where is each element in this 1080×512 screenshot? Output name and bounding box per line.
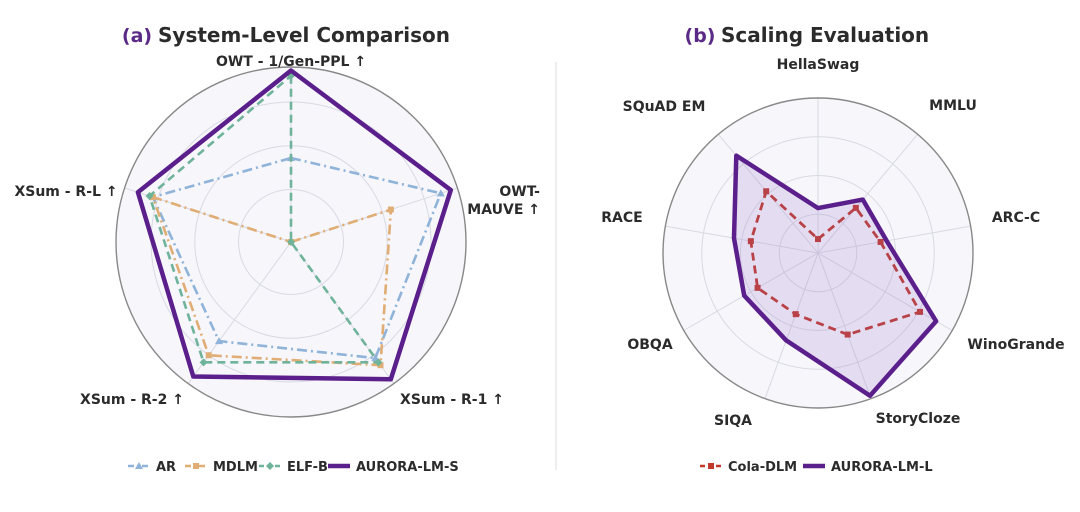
axis-label: XSum - R-1 ↑: [400, 392, 504, 408]
axis-label: XSum - R-L ↑: [14, 184, 117, 200]
axis-label: WinoGrande: [967, 337, 1064, 353]
axis-label: OWT-: [499, 184, 540, 200]
grid-spoke: [187, 241, 292, 384]
series-line-ar: [151, 156, 443, 360]
radar-chart-b: (b) Scaling Evaluation HellaSwag MMLU ARC-C W…: [601, 23, 1064, 475]
data-point: [917, 308, 924, 315]
grid-spoke: [817, 225, 971, 254]
axis-label: RACE: [601, 210, 642, 226]
radar-chart-a: (a) System-Level Comparison OWT - 1/Gen-PP…: [14, 23, 540, 475]
data-point: [763, 188, 770, 195]
data-point: [205, 352, 212, 359]
axis-label: XSum - R-2 ↑: [80, 392, 184, 408]
data-point: [844, 331, 851, 338]
series-line-aurora-lm-s: [135, 68, 454, 382]
axis-label: OWT - 1/Gen-PPL ↑: [216, 54, 366, 70]
outer-ring: [115, 66, 467, 418]
data-point: [149, 194, 156, 201]
series-line-aurora-lm-l: [731, 153, 939, 398]
legend-label: MDLM: [213, 460, 258, 475]
outer-ring: [662, 97, 974, 409]
series-line-elf-b: [148, 74, 380, 364]
grid-spoke: [817, 252, 953, 331]
data-point: [145, 192, 154, 201]
series-line-cola-dlm: [749, 189, 922, 336]
data-point: [214, 337, 223, 345]
chart-title: Scaling Evaluation: [721, 23, 929, 47]
legend-marker: [266, 462, 274, 470]
grid-spoke: [665, 225, 819, 254]
axis-label: MAUVE ↑: [467, 202, 540, 218]
axis-label: ARC-C: [992, 210, 1040, 226]
grid-spoke: [764, 252, 819, 399]
data-point: [877, 238, 884, 245]
legend-label: ELF-B: [287, 460, 328, 475]
legend-marker: [193, 463, 199, 469]
axis-label: OBQA: [627, 337, 672, 353]
axis-label: SQuAD EM: [623, 99, 706, 115]
axis-label: HellaSwag: [777, 57, 860, 73]
legend-marker: [708, 463, 714, 469]
data-point: [852, 204, 859, 211]
grid-spoke: [817, 252, 872, 399]
data-point: [792, 311, 799, 318]
axis-label: SIQA: [714, 413, 752, 429]
chart-title: System-Level Comparison: [158, 23, 450, 47]
series-line-mdlm: [151, 195, 393, 367]
panel-tag: (b): [685, 25, 716, 47]
data-point: [436, 189, 445, 197]
legend-label: AURORA-LM-L: [831, 460, 933, 475]
data-point: [374, 358, 383, 367]
legend-label: AURORA-LM-S: [356, 460, 459, 475]
axis-label: StoryCloze: [876, 411, 961, 427]
data-point: [287, 238, 295, 246]
data-point: [754, 284, 761, 291]
data-point: [371, 354, 380, 362]
legend-label: Cola-DLM: [728, 460, 797, 475]
data-point: [815, 236, 821, 243]
grid-spoke: [683, 252, 819, 331]
legend-marker: [135, 462, 143, 469]
axis-label: MMLU: [929, 98, 977, 114]
data-point: [199, 358, 208, 367]
legend-label: AR: [156, 460, 176, 475]
data-point: [747, 238, 754, 245]
panel-tag: (a): [122, 25, 152, 47]
data-point: [387, 206, 394, 213]
data-point: [377, 362, 384, 369]
grid-spoke: [817, 133, 919, 254]
